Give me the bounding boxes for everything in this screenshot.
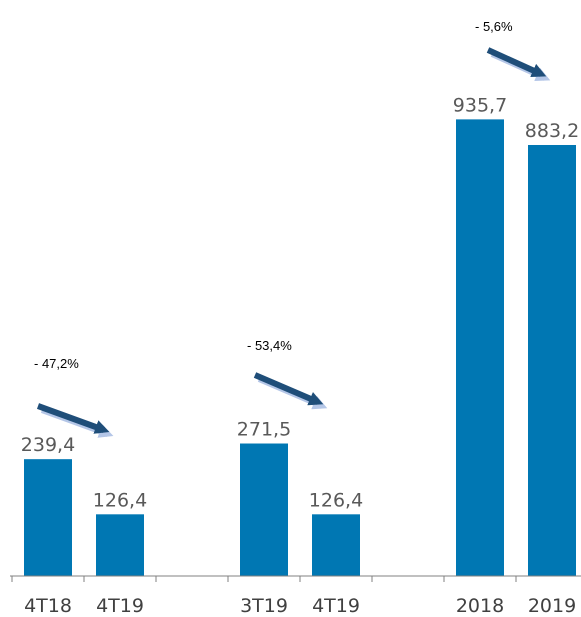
x-tick-label: 2019 bbox=[528, 595, 576, 617]
change-arrow-3 bbox=[486, 47, 551, 81]
value-label: 239,4 bbox=[21, 434, 75, 456]
bar-2019-5 bbox=[528, 144, 576, 576]
bar-2018-4 bbox=[456, 119, 504, 576]
change-arrow-1 bbox=[36, 403, 114, 438]
value-label: 126,4 bbox=[309, 489, 363, 511]
value-label: 126,4 bbox=[93, 489, 147, 511]
change-label-3: - 5,6% bbox=[475, 19, 513, 34]
value-label: 935,7 bbox=[453, 94, 507, 116]
change-label-1: - 47,2% bbox=[34, 356, 79, 371]
change-arrow-2 bbox=[253, 372, 328, 410]
x-tick-label: 2018 bbox=[456, 595, 504, 617]
bar-4t18-0 bbox=[24, 459, 72, 576]
change-label-2: - 53,4% bbox=[247, 338, 292, 353]
x-tick-label: 4T19 bbox=[312, 595, 360, 617]
value-label: 883,2 bbox=[525, 120, 579, 142]
bar-4t19-3 bbox=[312, 514, 360, 576]
value-label: 271,5 bbox=[237, 419, 291, 441]
bar-4t19-1 bbox=[96, 514, 144, 576]
bar-3t19-2 bbox=[240, 443, 288, 576]
x-tick-label: 4T19 bbox=[96, 595, 144, 617]
x-tick-label: 3T19 bbox=[240, 595, 288, 617]
x-tick-label: 4T18 bbox=[24, 595, 72, 617]
